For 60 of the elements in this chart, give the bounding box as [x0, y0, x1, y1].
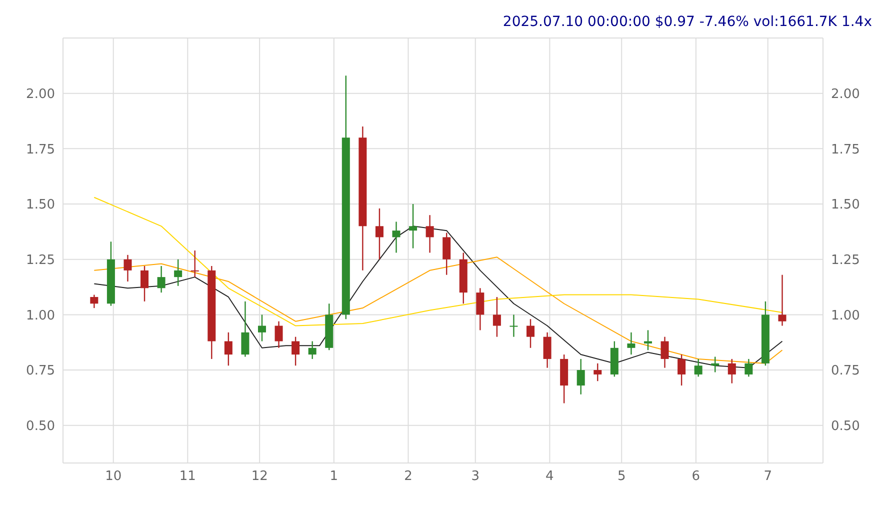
- x-tick-label: 11: [179, 469, 196, 484]
- candlestick: [258, 314, 266, 342]
- x-tick-label: 1: [330, 469, 338, 484]
- y2-tick-label: 1.75: [831, 142, 860, 158]
- x-tick-label: 4: [546, 469, 554, 484]
- candlestick: [594, 362, 602, 382]
- x-tick-label: 2: [404, 469, 412, 484]
- candlestick: [190, 250, 199, 278]
- candlestick: [627, 332, 636, 356]
- candlestick: [728, 358, 736, 384]
- candlestick: [392, 221, 400, 254]
- candlestick: [476, 288, 484, 331]
- x-tick-label: 5: [617, 469, 626, 484]
- y-tick-label: 1.00: [26, 308, 55, 324]
- chart-title: 2025.07.10 00:00:00 $0.97 -7.46% vol:1661.7K 1.4x: [502, 14, 872, 30]
- y-tick-label: 0.50: [26, 418, 55, 434]
- line-series: [94, 256, 783, 364]
- y-tick-label: 0.75: [26, 364, 55, 379]
- candlestick: [744, 358, 753, 378]
- y-tick-label: 1.75: [26, 142, 55, 158]
- candlestick: [526, 318, 535, 348]
- candlestick: [174, 258, 182, 287]
- y2-tick-label: 0.75: [831, 364, 860, 379]
- x-tick-label: 3: [471, 469, 480, 484]
- x-tick-label: 10: [105, 469, 122, 484]
- y2-tick-label: 1.50: [831, 198, 860, 213]
- x-tick-label: 7: [764, 469, 772, 484]
- y2-tick-label: 1.25: [831, 252, 860, 268]
- candlestick: [241, 300, 250, 358]
- candlestick: [543, 332, 552, 368]
- candlestick: [224, 332, 232, 366]
- candlestick: [375, 208, 384, 260]
- y2-tick-label: 0.50: [831, 418, 860, 434]
- candlestick: [442, 232, 451, 276]
- x-tick-label: 12: [251, 469, 268, 484]
- candlestick: [308, 340, 316, 360]
- candlestick: [644, 330, 652, 351]
- candlestick: [711, 356, 720, 373]
- candlestick: [510, 314, 518, 338]
- candlestick: [778, 274, 786, 326]
- candlestick: [274, 320, 283, 348]
- y2-tick-label: 2.00: [831, 86, 860, 102]
- y-tick-label: 1.50: [26, 198, 55, 213]
- x-tick-label: 6: [692, 469, 700, 484]
- candlestick: [124, 254, 132, 282]
- candlestick: [409, 203, 418, 249]
- candlestick: [292, 336, 300, 366]
- candlestick: [426, 214, 434, 254]
- candlestick: [660, 336, 669, 368]
- y-tick-label: 1.25: [26, 252, 55, 268]
- candlestick: [492, 296, 501, 338]
- candlestick: [157, 265, 166, 294]
- candlestick: [576, 358, 585, 395]
- candlestick: [678, 354, 686, 386]
- candlestick: [140, 265, 149, 302]
- candlestick: [694, 358, 702, 378]
- line-series: [94, 196, 783, 326]
- y-tick-label: 2.00: [26, 86, 55, 102]
- candlestick: [90, 294, 98, 309]
- y2-tick-label: 1.00: [831, 308, 860, 324]
